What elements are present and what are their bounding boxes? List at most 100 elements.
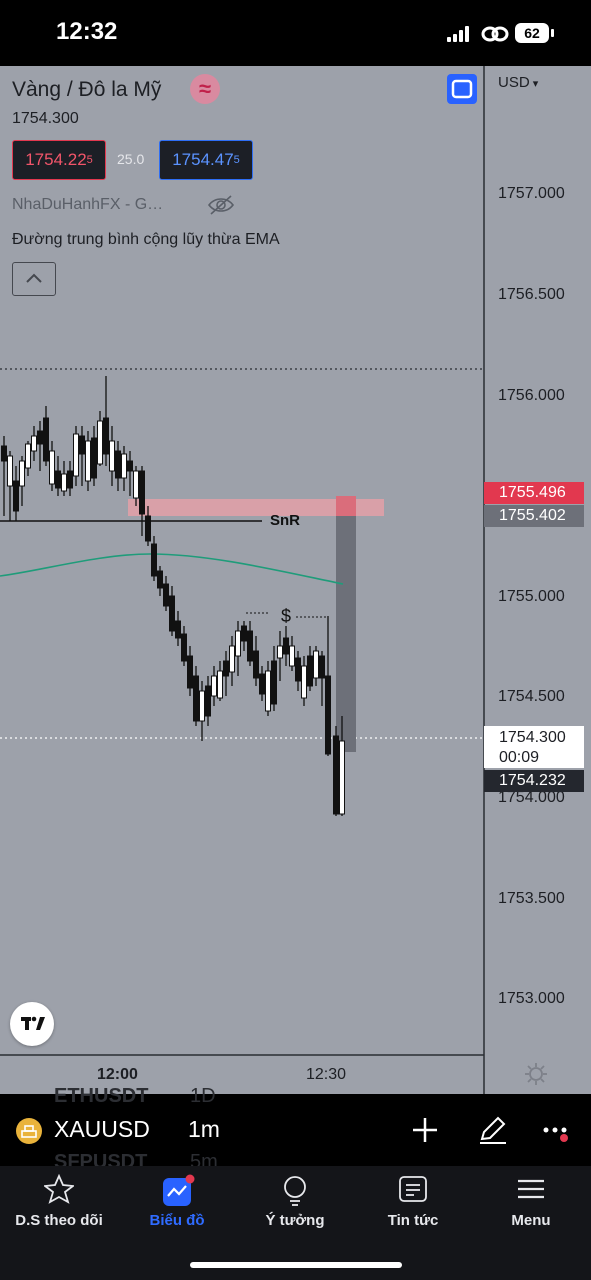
candle-body: [127, 460, 133, 472]
price-tick: 1754.500: [498, 688, 565, 705]
candle-body: [235, 630, 241, 657]
candle-body: [145, 515, 151, 542]
candle-body: [319, 655, 325, 679]
tradingview-logo[interactable]: [10, 1002, 54, 1046]
sell-button[interactable]: 1754.22 5: [12, 140, 106, 180]
status-bar: 12:32 62: [0, 0, 591, 66]
candle-body: [73, 433, 79, 477]
tab-chart[interactable]: Biểu đồ: [118, 1166, 236, 1246]
candle-body: [333, 735, 339, 815]
ema-line: [0, 553, 344, 585]
gold-symbol-icon: [16, 1118, 42, 1144]
candle-body: [139, 470, 145, 515]
last-price-value: 1754.300: [499, 729, 566, 746]
position-bar[interactable]: [336, 496, 356, 752]
tab-watchlist[interactable]: D.S theo dõi: [0, 1166, 118, 1246]
chart-area[interactable]: Vàng / Đô la Mỹ ≈ 1754.300 1754.22 5 25.0…: [0, 66, 591, 1094]
price-chart[interactable]: [0, 66, 591, 1094]
candle-body: [339, 740, 345, 815]
symbol-title[interactable]: Vàng / Đô la Mỹ: [12, 78, 162, 101]
symbol-toolbar: ETHUSDT 1D SFPUSDT 5m XAUUSD 1m: [0, 1085, 591, 1173]
exchange-logo-icon: ≈: [190, 74, 220, 104]
candle-body: [295, 657, 301, 682]
candle-body: [301, 665, 307, 699]
candle-body: [277, 645, 283, 659]
indicator-author[interactable]: NhaDuHanhFX - G…: [12, 196, 164, 213]
pen-icon[interactable]: [476, 1112, 510, 1146]
chevron-up-icon: [26, 273, 42, 283]
interval-selector[interactable]: 1m: [188, 1116, 220, 1142]
candle-body: [151, 543, 157, 577]
bar-countdown: 00:09: [499, 749, 540, 766]
candle-body: [121, 453, 127, 479]
ask-price-sup: 5: [233, 154, 240, 166]
plus-icon[interactable]: [410, 1115, 440, 1145]
candle-body: [289, 645, 295, 667]
price-tick: 1753.000: [498, 990, 565, 1007]
lightbulb-icon: [284, 1176, 306, 1206]
battery-level: 62: [524, 25, 540, 41]
news-icon: [399, 1176, 427, 1202]
candle-body: [175, 620, 181, 639]
candle-body: [103, 417, 109, 455]
bottom-tab-bar: D.S theo dõi Biểu đồ Ý tưởng Tin tức Men…: [0, 1166, 591, 1280]
battery-icon: 62: [515, 23, 549, 43]
symbol-name[interactable]: XAUUSD: [54, 1116, 150, 1142]
zone-top-price-tag: 1755.496: [484, 482, 584, 504]
tab-menu[interactable]: Menu: [472, 1166, 590, 1246]
time-tick: 12:30: [306, 1066, 347, 1083]
tab-label: Ý tưởng: [265, 1212, 325, 1229]
candle-body: [271, 660, 277, 705]
ghost-symbol-top: ETHUSDT: [54, 1085, 149, 1107]
collapse-legend-button[interactable]: [12, 262, 56, 296]
candle-body: [187, 655, 193, 689]
snr-zone[interactable]: [128, 499, 384, 516]
spread-value: 25.0: [117, 151, 145, 167]
eye-hidden-icon[interactable]: [207, 194, 235, 216]
candle-body: [133, 470, 139, 499]
candle-body: [55, 470, 61, 489]
zone-bottom-price-tag: 1755.402: [484, 505, 584, 527]
candle-body: [211, 675, 217, 697]
dividend-marker[interactable]: $: [281, 606, 292, 626]
ema-indicator-label[interactable]: Đường trung bình cộng lũy thừa EMA: [12, 231, 280, 248]
gold-bars-icon: [21, 1125, 37, 1138]
candle-body: [247, 630, 253, 662]
price-tick: 1754.000: [498, 789, 565, 806]
candle-body: [61, 473, 67, 492]
ask-price: 1754.47: [172, 150, 234, 169]
candle-body: [109, 440, 115, 472]
menu-icon: [518, 1179, 544, 1199]
tab-news[interactable]: Tin tức: [354, 1166, 472, 1246]
candle-body: [43, 417, 49, 462]
candle-body: [1, 445, 7, 462]
price-tick: 1755.000: [498, 588, 565, 605]
candle-body: [19, 460, 25, 487]
candles-group: [1, 376, 345, 816]
candle-body: [163, 583, 169, 607]
tab-label: Menu: [511, 1212, 551, 1229]
buy-button[interactable]: 1754.47 5: [159, 140, 253, 180]
tab-ideas[interactable]: Ý tưởng: [236, 1166, 354, 1246]
currency-label: USD: [498, 74, 530, 91]
candle-body: [67, 470, 73, 489]
snr-label[interactable]: SnR: [270, 512, 300, 529]
bid-price: 1754.22: [25, 150, 87, 169]
candle-body: [91, 437, 97, 479]
currency-selector[interactable]: USD ▾: [498, 74, 538, 91]
time-tick: 12:00: [97, 1066, 138, 1083]
candle-body: [7, 455, 13, 487]
fullscreen-button[interactable]: [447, 74, 477, 104]
candle-body: [181, 633, 187, 662]
candle-body: [49, 450, 55, 485]
price-tick: 1756.000: [498, 387, 565, 404]
candle-body: [241, 625, 247, 642]
chart-icon: [163, 1174, 195, 1206]
candle-body: [223, 660, 229, 677]
chevron-down-icon: ▾: [529, 78, 539, 90]
candle-body: [37, 430, 43, 445]
candle-body: [31, 435, 37, 452]
more-icon[interactable]: [542, 1124, 572, 1144]
gear-icon[interactable]: [524, 1062, 548, 1086]
candle-body: [253, 650, 259, 679]
